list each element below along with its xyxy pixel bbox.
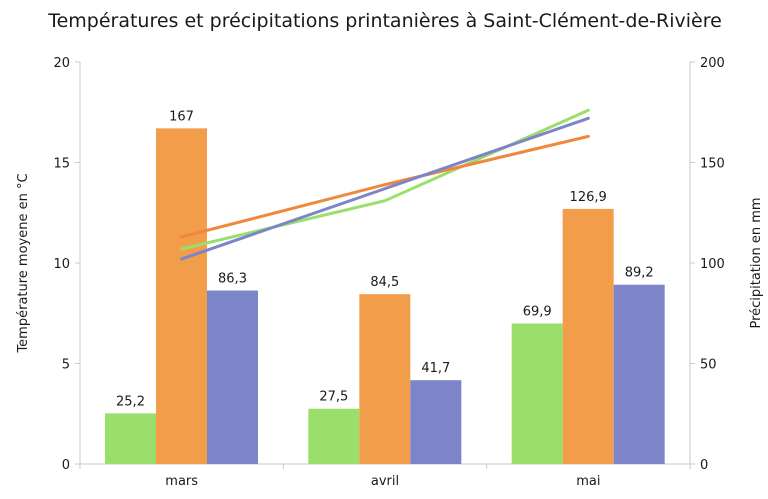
data-labels-group: 25,2 27,5 69,9 167 84,5 126,9 86,3 41,7 89,2 [116,109,654,409]
y-axis-left-label: Température moyene en °C [16,173,31,353]
y-right-tick-label: 200 [700,56,725,71]
bar [562,208,614,464]
bars-group [105,128,665,464]
bar [613,284,665,464]
bar [308,408,360,464]
bar [156,128,207,464]
bar-value-label: 167 [169,109,194,124]
y-axis-right-label: Précipitation en mm [749,197,764,328]
trend-line [180,116,590,261]
y-right-tick-label: 100 [700,257,725,272]
lines-group [180,108,590,261]
bar [207,290,258,464]
y-right-tick-label: 0 [700,458,708,473]
bar [511,323,563,464]
bar-value-label: 27,5 [319,390,348,405]
x-tick-label: mars [165,474,198,489]
x-tick-label: mai [576,474,600,489]
bar-value-label: 126,9 [570,190,607,205]
bar-value-label: 84,5 [370,275,399,290]
trend-line [180,134,590,239]
bar-value-label: 41,7 [421,361,450,376]
bar-value-label: 25,2 [116,394,145,409]
y-right-tick-label: 50 [700,358,717,373]
bar-value-label: 69,9 [523,305,552,320]
bar-value-label: 89,2 [625,266,654,281]
bar [105,413,156,464]
bar [410,380,462,464]
y-left-tick-label: 0 [62,458,70,473]
chart-title: Températures et précipitations printaniè… [47,10,722,32]
y-right-tick-label: 150 [700,157,725,172]
trend-line [180,108,590,251]
y-left-tick-label: 15 [53,157,70,172]
x-tick-label: avril [371,474,399,489]
y-left-tick-label: 10 [53,257,70,272]
y-left-tick-label: 5 [62,358,70,373]
bar-value-label: 86,3 [218,272,247,287]
y-left-tick-label: 20 [53,56,70,71]
bar [359,294,411,464]
